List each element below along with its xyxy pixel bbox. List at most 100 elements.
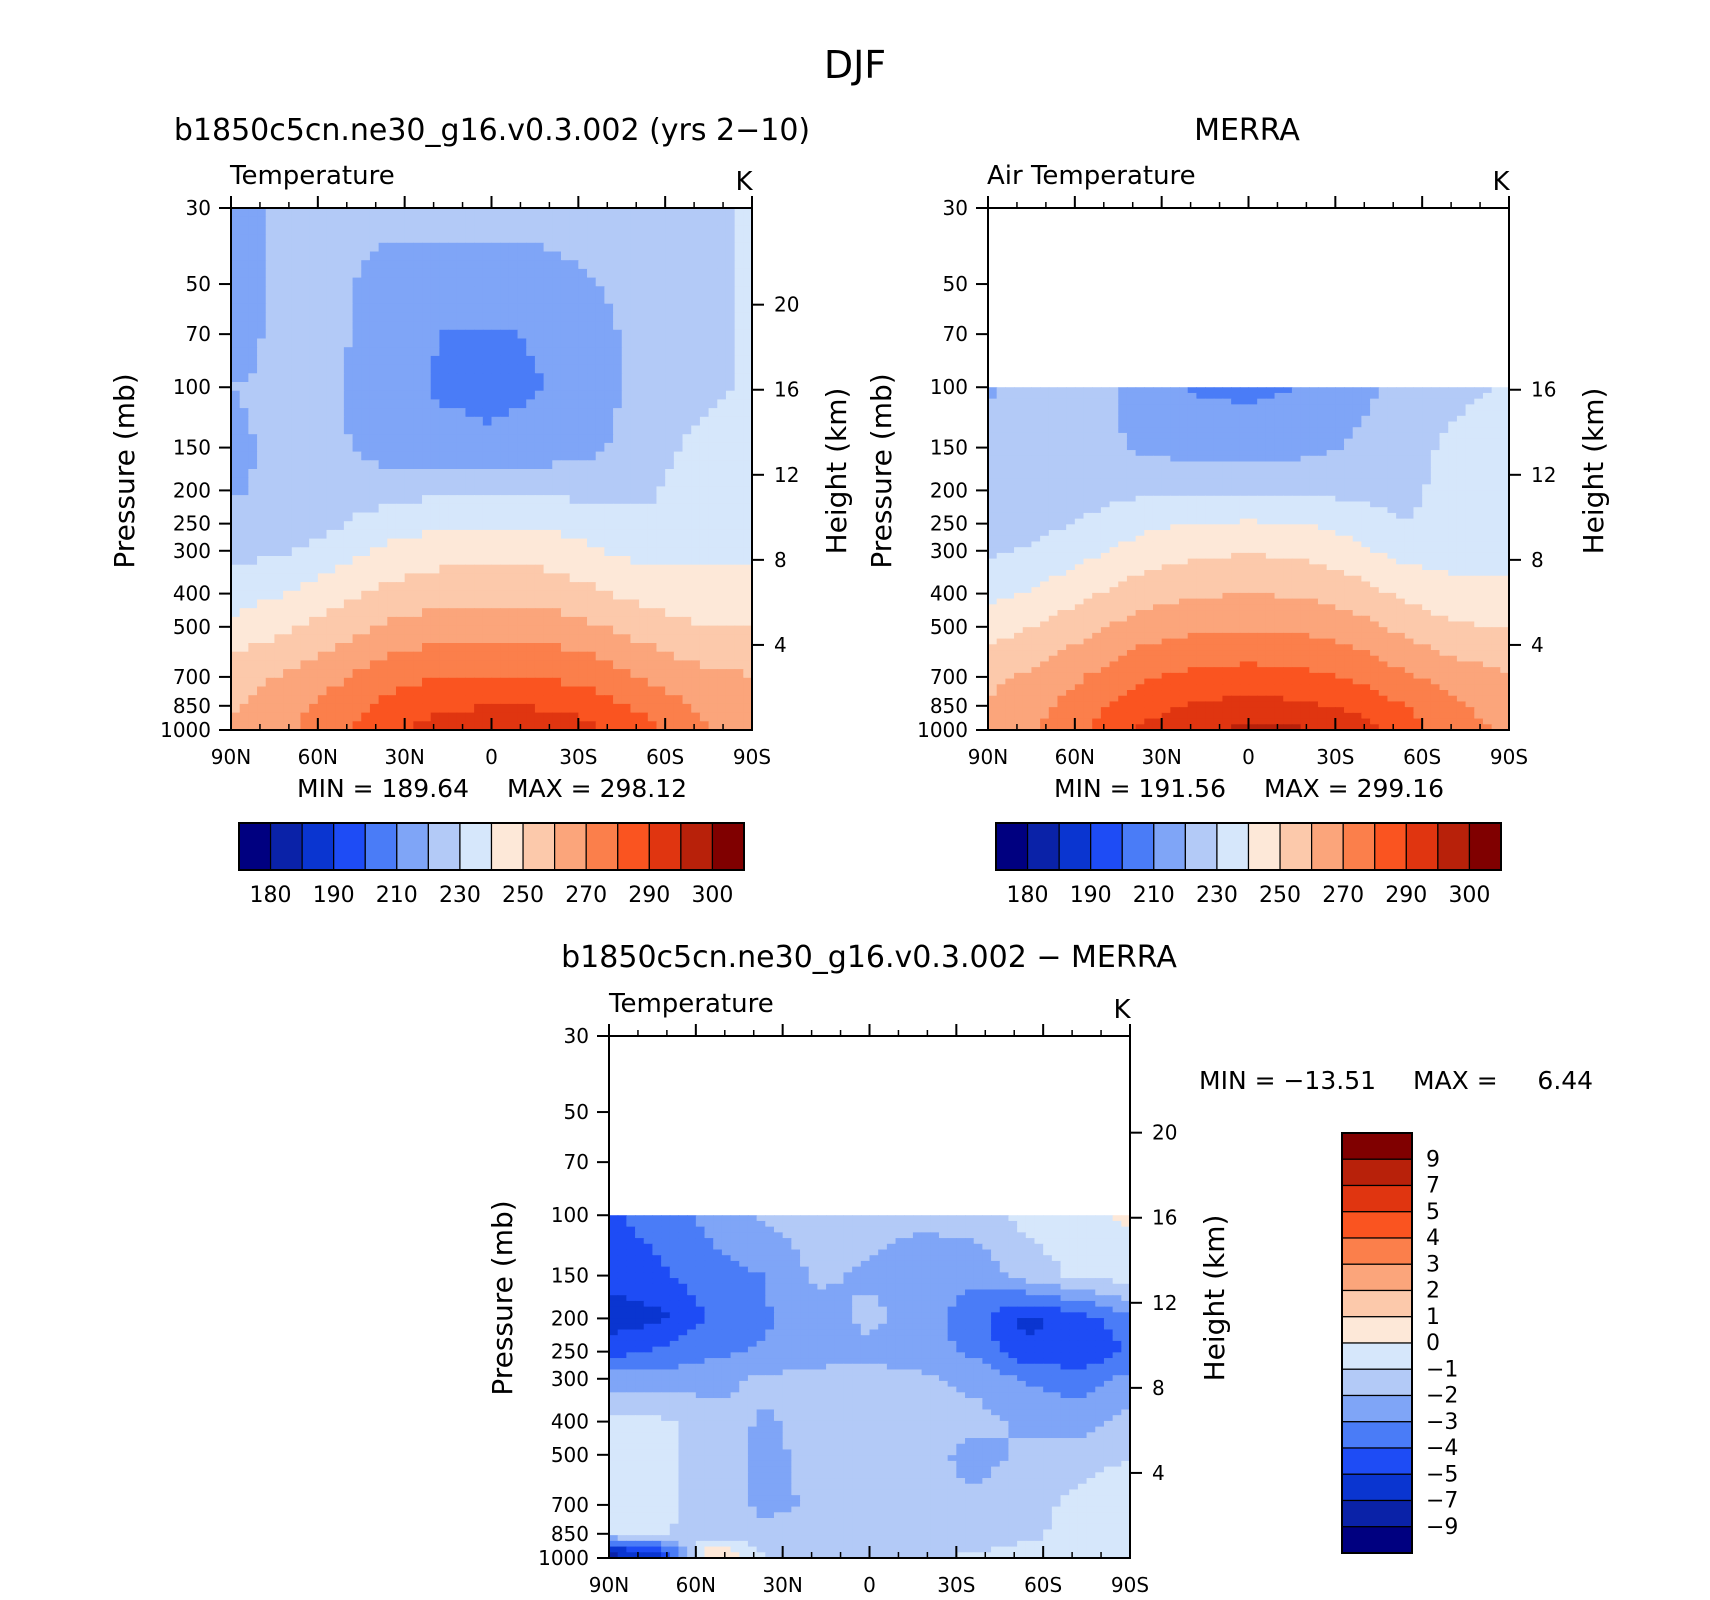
field-cell [613, 355, 623, 366]
field-cell [317, 643, 328, 653]
field-cell [1396, 438, 1406, 445]
field-cell [1283, 495, 1293, 503]
field-cell [265, 712, 276, 722]
field-cell [482, 329, 493, 340]
field-cell [552, 442, 562, 453]
field-cell [621, 312, 632, 322]
field-cell [569, 616, 579, 627]
field-cell [517, 434, 527, 444]
field-cell [1326, 490, 1336, 497]
field-cell [665, 260, 675, 270]
field-cell [465, 599, 475, 609]
field-cell [1448, 432, 1458, 440]
field-cell [335, 564, 345, 574]
field-cell [673, 434, 684, 444]
field-cell [1100, 467, 1111, 474]
field-cell [491, 616, 501, 627]
field-cell [595, 529, 605, 540]
field-cell [413, 347, 423, 357]
field-cell [734, 590, 744, 601]
field-cell [265, 355, 276, 366]
field-cell [569, 251, 579, 261]
field-cell [309, 651, 319, 661]
field-cell [621, 364, 632, 374]
field-cell [343, 695, 354, 705]
field-cell [300, 521, 310, 531]
field-cell [369, 669, 380, 679]
field-cell [1222, 501, 1232, 508]
field-cell [439, 556, 449, 566]
field-cell [395, 321, 406, 331]
field-cell [734, 434, 744, 444]
field-cell [257, 721, 267, 731]
field-cell [560, 625, 571, 635]
field-cell [1430, 387, 1441, 394]
field-cell [248, 616, 258, 627]
field-cell [491, 260, 501, 270]
field-cell [482, 486, 493, 496]
field-cell [1022, 392, 1033, 400]
field-cell [587, 669, 597, 679]
field-cell [317, 225, 328, 235]
field-cell [604, 495, 614, 505]
field-cell [1005, 432, 1015, 440]
field-cell [343, 277, 354, 287]
field-cell [291, 242, 302, 253]
field-cell [656, 390, 666, 400]
field-cell [413, 625, 423, 635]
field-cell [456, 608, 467, 618]
field-cell [491, 721, 501, 731]
field-cell [465, 242, 475, 253]
field-cell [708, 686, 718, 696]
field-cell [448, 599, 458, 609]
field-cell [613, 373, 623, 383]
field-cell [1022, 444, 1033, 451]
field-cell [639, 677, 649, 688]
field-cell [1448, 415, 1458, 423]
field-cell [352, 442, 362, 453]
field-cell [578, 329, 588, 340]
field-cell [517, 556, 527, 566]
field-cell [1396, 455, 1406, 463]
field-cell [673, 425, 684, 435]
field-cell [430, 651, 440, 661]
field-cell [552, 390, 562, 400]
field-cell [534, 268, 545, 279]
field-cell [378, 373, 388, 383]
field-cell [725, 503, 736, 514]
field-cell [517, 538, 527, 548]
field-cell [734, 442, 744, 453]
field-cell [526, 295, 536, 305]
field-cell [430, 234, 440, 244]
field-cell [988, 421, 998, 428]
field-cell [725, 677, 736, 688]
field-cell [369, 312, 380, 322]
field-cell [291, 390, 302, 400]
field-cell [517, 242, 527, 253]
field-cell [604, 451, 614, 461]
field-cell [708, 329, 718, 340]
field-cell [1170, 455, 1180, 463]
field-cell [1144, 432, 1154, 440]
field-cell [300, 416, 310, 427]
field-cell [430, 556, 440, 566]
field-cell [691, 208, 701, 218]
field-cell [300, 408, 310, 418]
field-cell [595, 338, 605, 348]
field-cell [448, 669, 458, 679]
field-cell [283, 651, 293, 661]
field-cell [517, 382, 527, 392]
field-cell [1491, 455, 1501, 463]
field-cell [1187, 427, 1197, 434]
field-cell [613, 573, 623, 583]
field-cell [231, 643, 241, 653]
field-cell [335, 556, 345, 566]
field-cell [587, 634, 597, 644]
field-cell [274, 225, 284, 235]
field-cell [369, 225, 380, 235]
field-cell [996, 410, 1006, 417]
field-cell [361, 442, 371, 453]
field-cell [1092, 490, 1102, 497]
field-cell [526, 442, 536, 453]
field-cell [482, 643, 493, 653]
